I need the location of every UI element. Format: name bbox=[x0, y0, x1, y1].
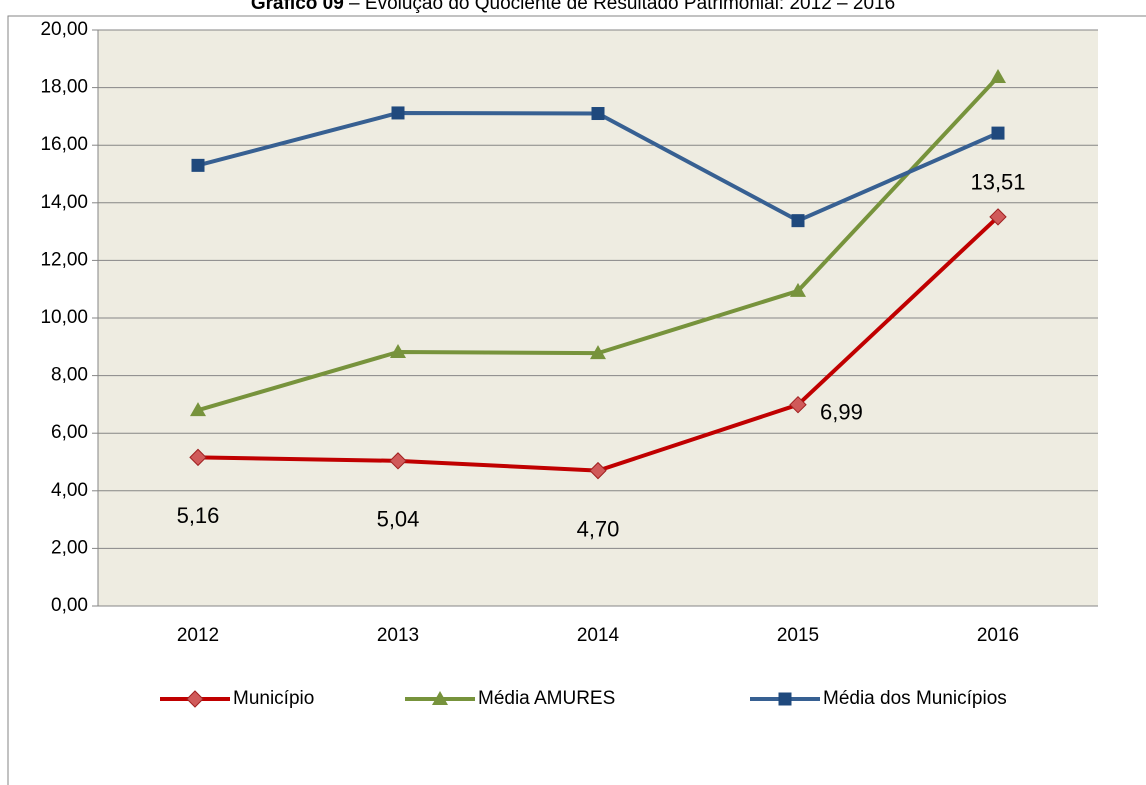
legend-item: Média AMURES bbox=[405, 688, 615, 709]
legend-marker bbox=[432, 691, 448, 705]
marker bbox=[191, 158, 205, 172]
x-tick-label: 2012 bbox=[177, 625, 219, 646]
legend-label: Município bbox=[233, 688, 314, 709]
y-tick-label: 16,00 bbox=[40, 134, 88, 155]
data-label: 6,99 bbox=[820, 400, 863, 425]
chart-title: Gráfico 09 – Evolução do Quociente de Re… bbox=[251, 0, 895, 14]
marker bbox=[390, 343, 406, 358]
marker bbox=[990, 68, 1006, 83]
y-tick-label: 20,00 bbox=[40, 19, 88, 40]
marker bbox=[190, 402, 206, 417]
marker bbox=[589, 461, 607, 480]
y-tick-label: 10,00 bbox=[40, 307, 88, 328]
title-rest: – Evolução do Quociente de Resultado Pat… bbox=[344, 0, 895, 14]
marker bbox=[389, 452, 407, 470]
y-tick-label: 8,00 bbox=[51, 365, 88, 386]
y-tick-label: 14,00 bbox=[40, 192, 88, 213]
data-label: 5,04 bbox=[377, 507, 420, 532]
marker bbox=[991, 126, 1005, 140]
x-tick-label: 2015 bbox=[777, 625, 819, 646]
marker bbox=[391, 106, 405, 120]
x-tick-label: 2013 bbox=[377, 625, 419, 646]
legend-label: Média AMURES bbox=[478, 688, 615, 709]
data-label: 5,16 bbox=[177, 503, 220, 528]
legend-item: Município bbox=[160, 688, 314, 709]
y-tick-label: 18,00 bbox=[40, 77, 88, 98]
legend-item: Média dos Municípios bbox=[750, 688, 1007, 709]
x-tick-label: 2014 bbox=[577, 625, 620, 646]
y-tick-label: 6,00 bbox=[51, 422, 88, 443]
marker bbox=[790, 282, 806, 297]
legend-label: Média dos Municípios bbox=[823, 688, 1007, 709]
title-background bbox=[130, 0, 1030, 15]
legend-marker bbox=[778, 692, 792, 706]
y-tick-label: 12,00 bbox=[40, 249, 88, 270]
marker bbox=[989, 208, 1007, 226]
y-tick-label: 2,00 bbox=[51, 537, 88, 558]
marker bbox=[189, 448, 207, 467]
y-tick-label: 0,00 bbox=[51, 595, 88, 616]
legend-marker bbox=[186, 690, 204, 708]
data-label: 4,70 bbox=[577, 516, 620, 541]
data-label: 13,51 bbox=[970, 170, 1025, 195]
marker bbox=[591, 107, 605, 121]
marker bbox=[789, 395, 807, 414]
marker bbox=[791, 214, 805, 228]
title-bold: Gráfico 09 bbox=[251, 0, 344, 14]
marker bbox=[590, 345, 606, 360]
y-tick-label: 4,00 bbox=[51, 480, 88, 501]
x-tick-label: 2016 bbox=[977, 625, 1019, 646]
